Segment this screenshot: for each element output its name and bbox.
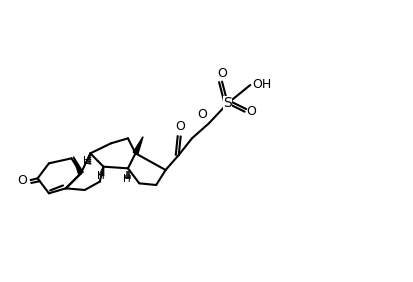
Text: S: S [223,96,232,110]
Text: H: H [123,174,131,184]
Text: H: H [83,156,91,166]
Text: O: O [216,67,226,80]
Polygon shape [133,137,142,154]
Text: OH: OH [252,78,271,91]
Polygon shape [73,157,83,174]
Text: O: O [17,173,27,186]
Text: O: O [175,120,185,133]
Text: O: O [197,108,206,121]
Text: H: H [97,171,104,181]
Text: O: O [246,105,256,118]
